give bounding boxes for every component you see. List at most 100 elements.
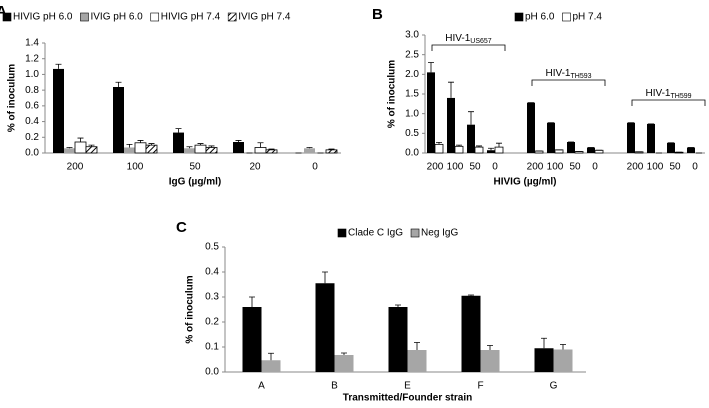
bar xyxy=(627,122,635,153)
y-tick-label: 0.3 xyxy=(205,292,219,303)
bar xyxy=(527,102,535,153)
legend-label: pH 6.0 xyxy=(525,12,555,23)
error-bar xyxy=(208,145,215,148)
y-tick-label: 0.8 xyxy=(25,85,39,96)
bar xyxy=(74,141,87,154)
error-bar xyxy=(66,147,73,149)
y-tick-label: 0.5 xyxy=(405,128,419,139)
error-bar xyxy=(55,63,62,69)
bar xyxy=(474,146,484,154)
bar xyxy=(64,148,75,153)
error-bar xyxy=(428,62,434,73)
bar xyxy=(334,355,354,372)
bar xyxy=(534,348,554,372)
group-label: HIV-1US657 xyxy=(445,33,492,46)
bar xyxy=(454,145,464,154)
x-tick-label: 200 xyxy=(527,162,544,173)
error-bar xyxy=(115,81,122,87)
y-axis-label: % of inoculum xyxy=(387,60,398,128)
bar xyxy=(554,149,564,154)
legend-swatch xyxy=(337,228,347,238)
error-bar xyxy=(235,140,242,142)
y-tick-label: 0.0 xyxy=(25,148,39,159)
bar xyxy=(594,149,604,154)
legend-label: Clade C IgG xyxy=(348,228,403,239)
bar xyxy=(647,123,655,153)
y-tick-label: 2.5 xyxy=(405,49,419,60)
bar xyxy=(434,143,444,154)
y-tick-label: 0.1 xyxy=(205,342,219,353)
legend-swatch xyxy=(514,12,524,22)
x-tick-label: 100 xyxy=(447,162,464,173)
x-tick-label: 100 xyxy=(127,162,144,173)
bar xyxy=(461,295,481,372)
error-bar xyxy=(268,352,274,361)
error-bar xyxy=(560,344,566,350)
y-tick-label: 0.0 xyxy=(205,367,219,378)
y-tick-label: 1.2 xyxy=(25,53,39,64)
error-bar xyxy=(436,141,442,145)
y-tick-label: 0.2 xyxy=(25,132,39,143)
error-bar xyxy=(257,142,264,148)
error-bar xyxy=(249,296,255,307)
bar xyxy=(407,350,427,372)
y-tick-label: 0.4 xyxy=(205,267,219,278)
x-axis-label: HIVIG (µg/ml) xyxy=(494,177,557,188)
group-name: HIV-1 xyxy=(445,33,470,44)
bar xyxy=(145,144,158,154)
x-tick-label: 100 xyxy=(647,162,664,173)
group-bracket xyxy=(431,44,506,51)
bar xyxy=(113,87,124,153)
x-tick-label: A xyxy=(258,381,265,392)
legend-swatch xyxy=(80,12,89,22)
group-bracket xyxy=(531,79,606,86)
group-subscript: US657 xyxy=(470,38,492,45)
error-bar xyxy=(487,345,493,350)
group-bracket xyxy=(631,99,706,106)
bar xyxy=(325,149,338,154)
bar xyxy=(467,124,475,153)
y-tick-label: 1.5 xyxy=(405,89,419,100)
x-tick-label: 50 xyxy=(189,162,201,173)
error-bar xyxy=(476,145,482,148)
y-tick-label: 1.0 xyxy=(25,69,39,80)
x-tick-label: 200 xyxy=(627,162,644,173)
x-tick-label: G xyxy=(550,381,558,392)
x-tick-label: 200 xyxy=(427,162,444,173)
legend-label: IVIG pH 6.0 xyxy=(90,12,143,23)
bar xyxy=(587,147,595,153)
bar xyxy=(173,132,184,153)
error-bar xyxy=(541,337,547,349)
error-bar xyxy=(496,142,502,148)
error-bar xyxy=(468,111,474,125)
group-name: HIV-1 xyxy=(545,68,570,79)
error-bar xyxy=(186,146,193,149)
bar xyxy=(233,142,244,153)
bar xyxy=(667,142,675,153)
error-bar xyxy=(395,304,401,307)
y-tick-label: 3.0 xyxy=(405,30,419,41)
group-subscript: TH593 xyxy=(571,73,592,80)
x-tick-label: 20 xyxy=(249,162,261,173)
bar xyxy=(304,148,315,153)
x-tick-label: 0 xyxy=(692,162,698,173)
error-bar xyxy=(341,352,347,355)
legend-swatch xyxy=(562,12,571,22)
x-tick-label: 50 xyxy=(569,162,581,173)
error-bar xyxy=(456,144,462,147)
bar xyxy=(547,122,555,153)
x-tick-label: F xyxy=(477,381,483,392)
y-tick-label: 2.0 xyxy=(405,69,419,80)
x-axis-label: Transmitted/Founder strain xyxy=(343,393,472,404)
error-bar xyxy=(268,148,275,150)
bar xyxy=(553,349,573,372)
error-bar xyxy=(126,143,133,148)
legend-swatch xyxy=(2,12,12,22)
bar xyxy=(494,146,504,154)
legend-label: Neg IgG xyxy=(421,228,458,239)
legend-swatch xyxy=(410,228,420,238)
bar xyxy=(261,360,281,372)
panel-label: B xyxy=(372,6,383,23)
error-bar xyxy=(148,143,155,146)
